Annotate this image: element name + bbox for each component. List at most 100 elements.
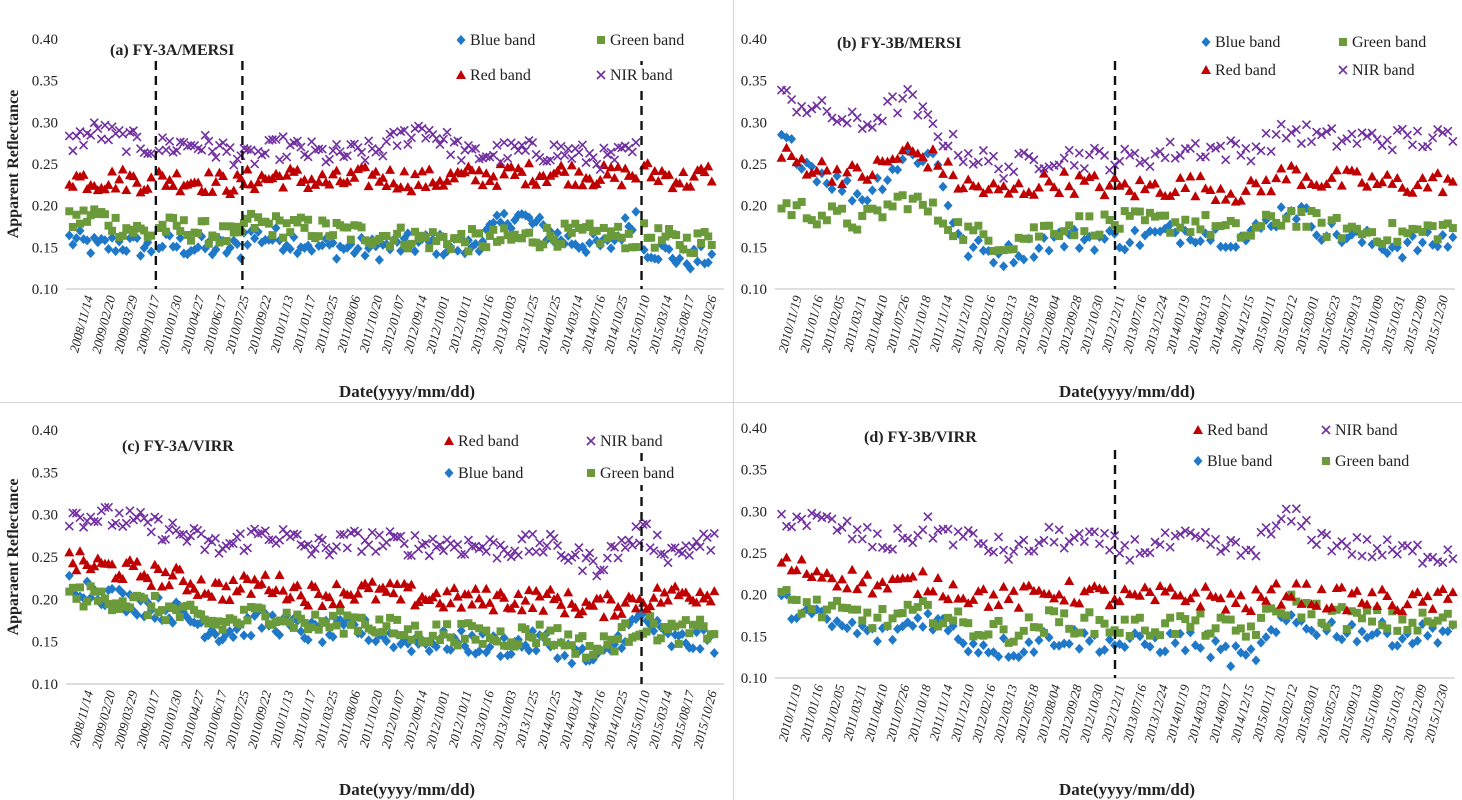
nir-band-point	[581, 553, 591, 563]
blue-band-point	[492, 210, 502, 221]
blue-band-point	[203, 630, 213, 641]
blue-band-point	[86, 248, 96, 259]
red-band-point	[107, 166, 118, 176]
red-band-point	[1336, 582, 1347, 592]
y-tick-label: 0.40	[32, 423, 58, 439]
green-band-point	[169, 213, 178, 222]
green-band-point	[1347, 222, 1356, 231]
red-band-point	[1225, 588, 1236, 598]
red-band-point	[313, 588, 324, 598]
blue-band-point	[1100, 233, 1110, 244]
nir-band-point	[367, 527, 377, 537]
red-band-point	[1054, 187, 1065, 197]
nir-band-point	[1200, 527, 1211, 537]
blue-band-point	[913, 612, 923, 623]
nir-band-point	[802, 521, 812, 531]
green-band-point	[517, 234, 526, 243]
nir-band-point	[1412, 126, 1423, 136]
blue-band-point	[328, 237, 338, 248]
nir-band-point	[963, 525, 973, 535]
nir-band-point	[406, 133, 416, 143]
nir-band-point	[335, 529, 345, 539]
red-band-point	[907, 571, 918, 581]
red-band-point	[1144, 586, 1155, 596]
nir-band-point	[342, 543, 352, 553]
red-band-point	[121, 185, 132, 195]
blue-band-point	[250, 233, 260, 244]
legend-marker-blue-band	[456, 35, 466, 45]
green-band-point	[239, 219, 248, 228]
blue-band-point	[1276, 202, 1286, 213]
red-band-point	[1240, 603, 1251, 613]
nir-band-point	[1155, 147, 1165, 157]
green-band-point	[1226, 615, 1235, 624]
green-band-point	[1055, 618, 1064, 627]
nir-band-point	[624, 535, 634, 545]
green-band-point	[393, 229, 402, 238]
nir-band-point	[492, 140, 502, 150]
nir-band-point	[887, 544, 898, 555]
green-band-point	[939, 219, 948, 228]
red-band-point	[488, 605, 499, 615]
blue-band-point	[852, 628, 862, 639]
red-band-point	[520, 179, 531, 189]
blue-band-point	[1216, 241, 1226, 252]
red-band-point	[1099, 190, 1110, 200]
nir-band-point	[264, 535, 274, 545]
nir-band-point	[1296, 138, 1306, 149]
green-band-point	[1277, 221, 1286, 230]
green-band-point	[802, 598, 811, 607]
red-band-point	[310, 581, 321, 591]
nir-band-point	[1291, 504, 1301, 514]
nir-band-point	[666, 543, 677, 553]
blue-band-point	[692, 627, 702, 638]
green-band-point	[500, 224, 509, 233]
red-band-point	[385, 578, 396, 588]
red-band-point	[1099, 584, 1110, 594]
red-band-point	[1316, 181, 1327, 191]
green-band-point	[596, 646, 605, 655]
blue-band-point	[136, 250, 146, 261]
red-band-point	[927, 144, 938, 154]
nir-band-point	[250, 159, 260, 169]
green-band-point	[108, 606, 117, 615]
nir-band-point	[1049, 537, 1059, 547]
red-band-point	[1326, 602, 1337, 612]
green-band-point	[1231, 219, 1240, 228]
red-band-point	[228, 185, 239, 195]
blue-band-point	[1094, 647, 1104, 658]
nir-band-point	[595, 565, 605, 575]
nir-band-point	[431, 133, 441, 144]
blue-band-point	[1322, 625, 1332, 636]
nir-band-point	[1211, 534, 1221, 544]
red-band-point	[1356, 177, 1367, 187]
nir-band-point	[542, 541, 552, 551]
green-band-point	[115, 604, 124, 613]
nir-band-point	[364, 136, 374, 146]
green-band-point	[817, 613, 826, 622]
green-band-point	[329, 231, 338, 240]
green-band-point	[542, 223, 551, 232]
green-band-point	[1070, 629, 1079, 638]
green-band-point	[268, 231, 277, 240]
red-band-point	[249, 574, 260, 584]
green-band-point	[933, 622, 942, 631]
green-band-point	[396, 223, 405, 232]
nir-band-point	[620, 543, 630, 553]
red-band-point	[983, 601, 994, 611]
nir-band-point	[1110, 160, 1120, 170]
green-band-point	[443, 620, 452, 629]
nir-band-point	[1150, 149, 1160, 159]
legend-entry-background	[1318, 451, 1422, 473]
nir-band-point	[872, 113, 882, 123]
red-band-point	[235, 173, 246, 183]
red-band-point	[938, 591, 949, 601]
chart-title: (c) FY-3A/VIRR	[122, 438, 234, 455]
green-band-point	[1297, 613, 1306, 622]
blue-band-point	[125, 233, 135, 244]
legend-marker-red-band	[444, 436, 454, 445]
green-band-point	[1413, 626, 1422, 635]
green-band-point	[868, 624, 877, 633]
green-band-point	[72, 594, 81, 603]
red-band-point	[467, 599, 477, 609]
